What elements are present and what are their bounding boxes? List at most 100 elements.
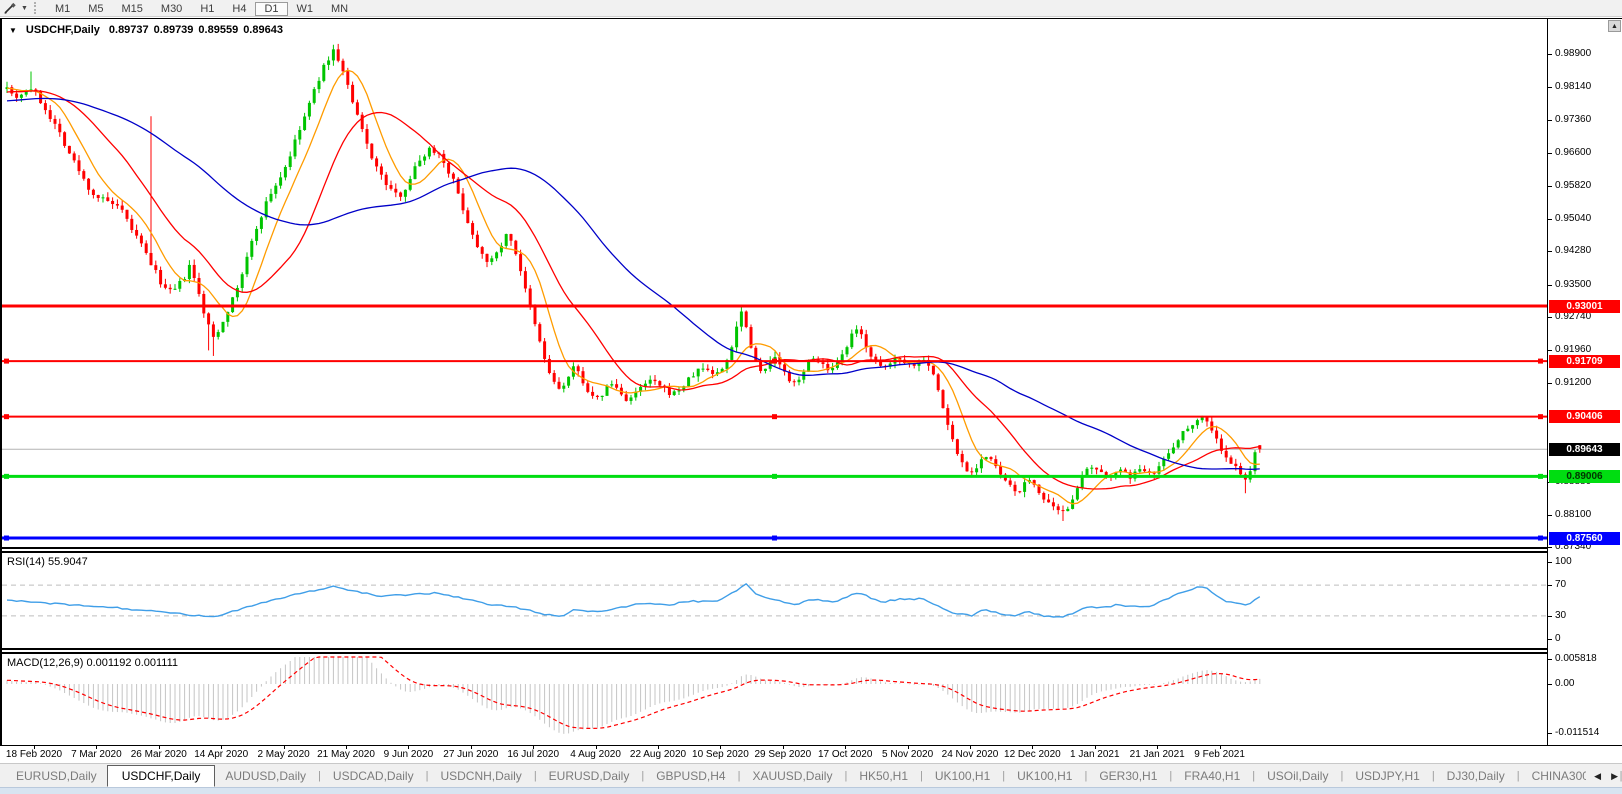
price-axis[interactable]: 0.98900 0.98140 0.97360 0.96600 0.95820 0.950…: [1547, 19, 1622, 746]
timeframe-button-mn[interactable]: MN: [331, 3, 349, 15]
level-line-handle[interactable]: [4, 414, 9, 420]
price-tick-label: 0.91960: [1555, 344, 1592, 356]
price-tick-label: 0.97360: [1555, 114, 1592, 126]
tab-scroll-left-icon[interactable]: ◀: [1594, 770, 1602, 781]
axis-tick: [1548, 684, 1552, 685]
level-line-handle[interactable]: [772, 473, 777, 479]
date-label: 2 May 2020: [257, 749, 310, 760]
date-label: 18 Feb 2020: [5, 749, 63, 760]
tab-separator: |: [1002, 769, 1006, 782]
time-axis-tick: [221, 746, 223, 749]
level-price-tag: 0.90406: [1549, 410, 1620, 424]
chart-tab-uk100-h1[interactable]: UK100,H1: [934, 768, 991, 783]
chart-tab-usdjpy-h1[interactable]: USDJPY,H1: [1355, 768, 1420, 783]
price-tick-label: 0.96600: [1555, 146, 1592, 158]
symbol-dropdown-icon[interactable]: ▼: [9, 26, 17, 35]
timeframe-button-w1[interactable]: W1: [296, 3, 314, 15]
axis-tick: [1548, 86, 1552, 88]
chart-tab-eurusd-daily[interactable]: EURUSD,Daily: [548, 768, 630, 783]
date-label: 17 Oct 2020: [817, 749, 873, 760]
time-axis[interactable]: 18 Feb 2020 7 Mar 2020 26 Mar 2020 14 Apr 2…: [0, 745, 1622, 763]
chart-tabs: EURUSD,Daily USDCHF,Daily AUDUSD,Daily | USD…: [6, 764, 1622, 787]
timeframe-button-h1[interactable]: H1: [200, 3, 215, 15]
chart-tab-fra40-h1[interactable]: FRA40,H1: [1184, 768, 1241, 783]
chart-tab-ger30-h1[interactable]: GER30,H1: [1099, 768, 1158, 783]
chart-tab-uk100-h1[interactable]: UK100,H1: [1017, 768, 1073, 783]
level-line-handle[interactable]: [1538, 473, 1543, 479]
chart-tab-usdcnh-daily[interactable]: USDCNH,Daily: [440, 768, 522, 783]
line-studies-icon[interactable]: [3, 2, 17, 15]
price-tick-label: 0.88100: [1555, 508, 1592, 520]
timeframe-toolbar: ▼ M1 M5 M15 M30 H1 H4 D1 W1 MN: [0, 0, 1622, 17]
chart-tab-usoil-daily[interactable]: USOil,Daily: [1267, 768, 1329, 783]
level-line-handle[interactable]: [1538, 358, 1543, 364]
axis-tick: [1548, 251, 1552, 253]
high-value: 0.89739: [153, 24, 194, 36]
timeframe-button-d1[interactable]: D1: [255, 2, 288, 16]
slow-ma: [6, 97, 1260, 470]
tab-separator: |: [1169, 769, 1173, 782]
level-line-handle[interactable]: [4, 535, 9, 541]
macd-label: MACD(12,26,9) 0.001192 0.001111: [7, 657, 179, 669]
scroll-up-button[interactable]: ▲: [1608, 20, 1621, 32]
medium-ma: [6, 90, 1260, 490]
chart-tab-usdchf-daily[interactable]: USDCHF,Daily: [106, 765, 216, 787]
level-line-handle[interactable]: [4, 473, 9, 479]
macd-scale-label: 0.005818: [1555, 653, 1597, 665]
level-line-handle[interactable]: [4, 358, 9, 364]
rsi-pane[interactable]: [2, 553, 1547, 648]
low-value: 0.89559: [198, 24, 239, 36]
axis-tick: [1548, 382, 1552, 384]
chart-tab-hk50-h1[interactable]: HK50,H1: [859, 768, 909, 783]
timeframe-button-h4[interactable]: H4: [232, 3, 247, 15]
tab-separator: |: [844, 769, 848, 782]
rsi-scale-label: 30: [1555, 609, 1567, 621]
time-axis-tick: [782, 746, 784, 749]
level-line-handle[interactable]: [1538, 535, 1543, 541]
pane-separator[interactable]: [2, 547, 1547, 553]
tab-separator: |: [641, 769, 645, 782]
date-label: 26 Mar 2020: [130, 749, 187, 760]
chart-tab-xauusd-daily[interactable]: XAUUSD,Daily: [752, 768, 833, 783]
date-label: 16 Jul 2020: [507, 749, 560, 760]
timeframe-button-m30[interactable]: M30: [160, 3, 183, 15]
time-axis-tick: [720, 746, 722, 749]
date-label: 12 Dec 2020: [1004, 749, 1061, 760]
pane-separator[interactable]: [2, 648, 1547, 654]
macd-pane[interactable]: [2, 654, 1547, 746]
timeframe-button-m5[interactable]: M5: [88, 3, 104, 15]
chart-tab-eurusd-daily[interactable]: EURUSD,Daily: [16, 768, 97, 783]
time-axis-tick: [158, 746, 160, 749]
chart-window: ▼ USDCHF,Daily 0.89737 0.89739 0.89559 0.8964…: [0, 18, 1622, 746]
rsi-scale-label: 100: [1555, 556, 1572, 567]
chart-tab-audusd-daily[interactable]: AUDUSD,Daily: [225, 768, 307, 783]
price-tick-label: 0.95820: [1555, 179, 1592, 191]
axis-tick: [1548, 639, 1552, 640]
date-label: 1 Jan 2021: [1070, 749, 1120, 760]
date-label: 21 Jan 2021: [1129, 749, 1185, 760]
chart-plot-area[interactable]: ▼ USDCHF,Daily 0.89737 0.89739 0.89559 0.8964…: [0, 19, 1547, 746]
toolbar-grip[interactable]: [33, 2, 40, 14]
timeframe-button-m15[interactable]: M15: [121, 3, 143, 15]
price-tick-label: 0.98900: [1555, 48, 1592, 60]
time-axis-tick: [1157, 746, 1159, 749]
time-axis-tick: [470, 746, 472, 749]
chevron-down-icon[interactable]: ▼: [21, 4, 28, 12]
status-bar: [0, 787, 1622, 794]
tab-scroll-right-icon[interactable]: ▶: [1611, 770, 1618, 781]
axis-tick: [1548, 54, 1552, 56]
chart-tab-dj30-daily[interactable]: DJ30,Daily: [1446, 768, 1505, 783]
tab-separator: |: [425, 769, 429, 782]
macd-scale-label: -0.011514: [1555, 727, 1600, 739]
level-line-handle[interactable]: [772, 358, 777, 364]
date-label: 24 Nov 2020: [941, 749, 999, 760]
chart-tab-gbpusd-h4[interactable]: GBPUSD,H4: [656, 768, 726, 783]
level-line-handle[interactable]: [772, 414, 777, 420]
level-line-handle[interactable]: [1538, 414, 1543, 420]
axis-tick: [1548, 659, 1552, 661]
timeframe-button-m1[interactable]: M1: [54, 3, 71, 15]
level-price-tag: 0.93001: [1549, 299, 1620, 313]
chart-tab-usdcad-daily[interactable]: USDCAD,Daily: [332, 768, 414, 783]
level-line-handle[interactable]: [772, 535, 777, 541]
main-chart-pane[interactable]: [2, 19, 1547, 547]
